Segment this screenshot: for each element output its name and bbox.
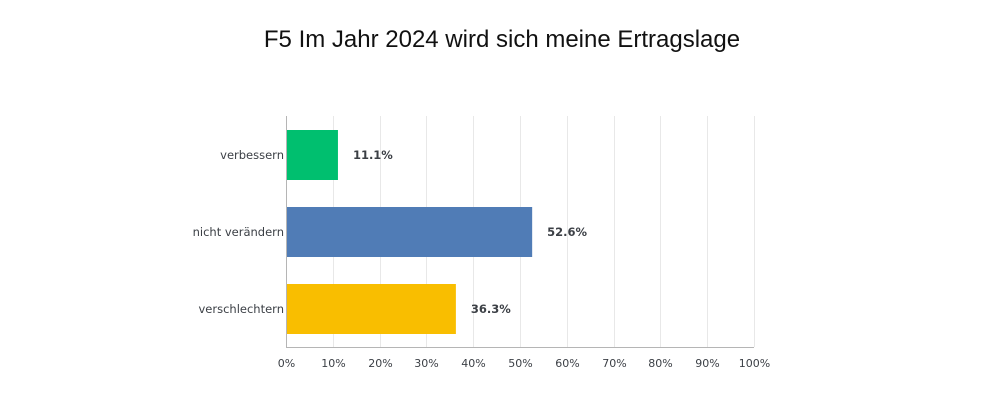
x-tick-label: 30% (414, 357, 438, 370)
axes (286, 116, 754, 348)
x-tick-label: 80% (648, 357, 672, 370)
x-tick-label: 50% (508, 357, 532, 370)
labels: 0% 10% 20% 30% 40% 50% 60% 70% 80% 90% 100% verbess… (193, 148, 771, 370)
x-tick-label: 0% (278, 357, 295, 370)
data-label: 36.3% (471, 302, 511, 316)
chart-title: F5 Im Jahr 2024 wird sich meine Ertragsl… (264, 26, 740, 53)
category-label: verschlechtern (199, 302, 285, 316)
x-tick-label: 10% (321, 357, 345, 370)
x-tick-label: 40% (461, 357, 485, 370)
x-tick-label: 90% (695, 357, 719, 370)
x-tick-label: 60% (555, 357, 579, 370)
data-label: 52.6% (547, 225, 587, 239)
x-tick-label: 70% (602, 357, 626, 370)
bar (286, 284, 456, 334)
x-tick-label: 20% (368, 357, 392, 370)
bars (286, 130, 533, 334)
category-label: verbessern (220, 148, 284, 162)
x-tick-label: 100% (739, 357, 770, 370)
category-label: nicht verändern (193, 225, 284, 239)
data-label: 11.1% (353, 148, 393, 162)
bar (286, 130, 338, 180)
bar (286, 207, 533, 257)
